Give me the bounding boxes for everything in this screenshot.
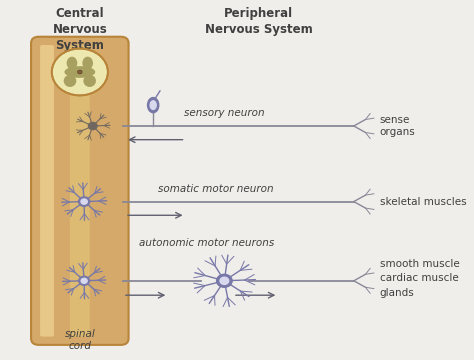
FancyBboxPatch shape bbox=[31, 37, 128, 345]
Circle shape bbox=[217, 274, 232, 287]
Text: Central
Nervous
System: Central Nervous System bbox=[53, 7, 107, 52]
Text: Peripheral
Nervous System: Peripheral Nervous System bbox=[205, 7, 313, 36]
Circle shape bbox=[52, 49, 108, 95]
Circle shape bbox=[79, 197, 90, 206]
FancyBboxPatch shape bbox=[40, 45, 54, 337]
Ellipse shape bbox=[64, 66, 95, 78]
Circle shape bbox=[81, 199, 87, 204]
Circle shape bbox=[89, 122, 97, 130]
Ellipse shape bbox=[150, 101, 156, 109]
FancyBboxPatch shape bbox=[70, 45, 90, 337]
Text: cardiac muscle: cardiac muscle bbox=[380, 273, 458, 283]
Circle shape bbox=[220, 277, 229, 284]
Ellipse shape bbox=[67, 57, 77, 69]
Text: autonomic motor neurons: autonomic motor neurons bbox=[139, 238, 275, 248]
Ellipse shape bbox=[82, 57, 93, 69]
Ellipse shape bbox=[83, 75, 96, 87]
Ellipse shape bbox=[147, 98, 159, 113]
Circle shape bbox=[81, 278, 87, 283]
Text: smooth muscle: smooth muscle bbox=[380, 258, 459, 269]
Text: somatic motor neuron: somatic motor neuron bbox=[158, 184, 273, 194]
Circle shape bbox=[79, 276, 90, 285]
Text: skeletal muscles: skeletal muscles bbox=[380, 197, 466, 207]
Text: spinal
cord: spinal cord bbox=[64, 329, 95, 351]
Text: sensory neuron: sensory neuron bbox=[184, 108, 264, 118]
Text: glands: glands bbox=[380, 288, 414, 298]
Ellipse shape bbox=[64, 75, 76, 87]
Circle shape bbox=[78, 70, 82, 74]
Text: sense
organs: sense organs bbox=[380, 115, 415, 137]
